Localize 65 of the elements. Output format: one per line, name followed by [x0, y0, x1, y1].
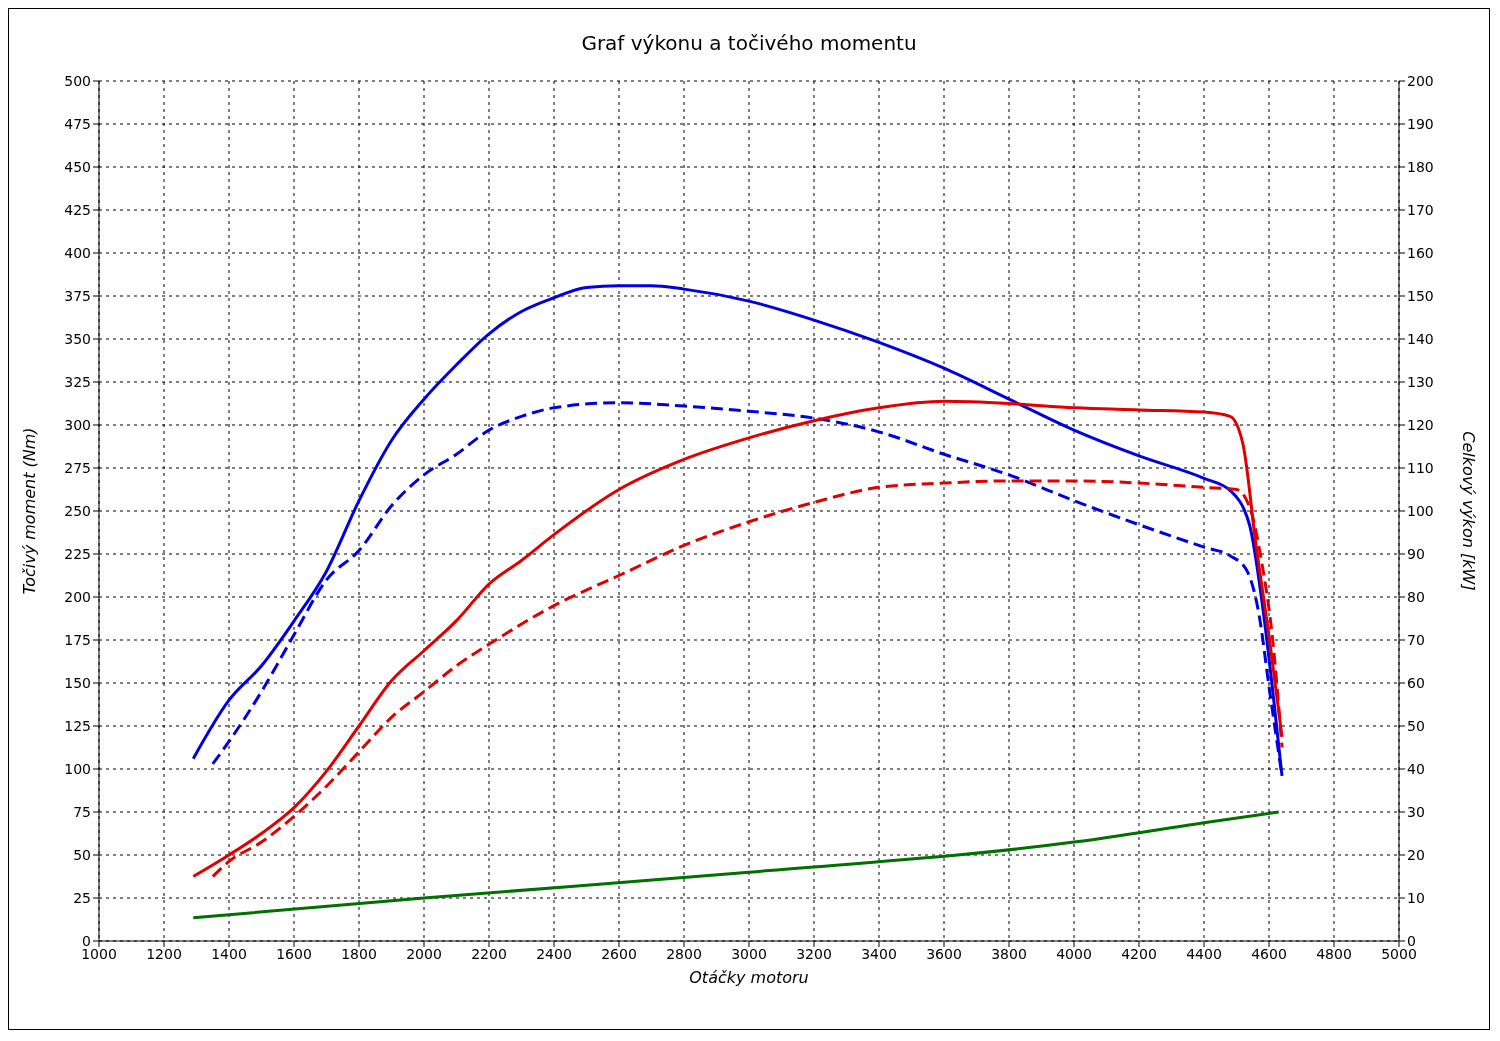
- chart-title: Graf výkonu a točivého momentu: [580, 30, 918, 57]
- x-tick-label: 2800: [666, 945, 702, 962]
- x-tick-label: 1400: [211, 945, 247, 962]
- y-tick-label: 325: [64, 373, 91, 390]
- y2-tick-label: 60: [1407, 674, 1425, 691]
- y2-tick-label: 150: [1407, 287, 1434, 304]
- y-tick-label: 250: [64, 502, 91, 519]
- y2-tick-label: 90: [1407, 545, 1425, 562]
- y2-tick-label: 40: [1407, 760, 1425, 777]
- x-axis-title: Otáčky motoru: [689, 968, 809, 987]
- y-tick-label: 100: [64, 760, 91, 777]
- y-tick-label: 425: [64, 201, 91, 218]
- y2-tick-label: 120: [1407, 416, 1434, 433]
- y-tick-label: 450: [64, 158, 91, 175]
- y-tick-label: 375: [64, 287, 91, 304]
- y2-tick-label: 200: [1407, 72, 1434, 89]
- y-axis-title: Točivý moment (Nm): [19, 427, 39, 595]
- y2-tick-label: 20: [1407, 846, 1425, 863]
- y-tick-label: 200: [64, 588, 91, 605]
- y-tick-label: 25: [73, 889, 91, 906]
- y2-tick-label: 80: [1407, 588, 1425, 605]
- x-tick-label: 4400: [1186, 945, 1222, 962]
- x-tick-label: 2600: [601, 945, 637, 962]
- x-tick-label: 3600: [926, 945, 962, 962]
- y-tick-label: 350: [64, 330, 91, 347]
- x-tick-label: 2400: [536, 945, 572, 962]
- y2-tick-label: 160: [1407, 244, 1434, 261]
- y-tick-label: 50: [73, 846, 91, 863]
- x-tick-label: 2200: [471, 945, 507, 962]
- y2-tick-label: 110: [1407, 459, 1434, 476]
- y2-tick-label: 70: [1407, 631, 1425, 648]
- line-series: [191, 810, 1281, 920]
- y2-tick-label: 170: [1407, 201, 1434, 218]
- x-tick-label: 2000: [406, 945, 442, 962]
- y-tick-label: 500: [64, 72, 91, 89]
- y-tick-label: 150: [64, 674, 91, 691]
- x-tick-label: 4200: [1121, 945, 1157, 962]
- x-tick-label: 3200: [796, 945, 832, 962]
- x-tick-label: 4800: [1316, 945, 1352, 962]
- x-tick-label: 3800: [991, 945, 1027, 962]
- y2-tick-label: 50: [1407, 717, 1425, 734]
- x-tick-label: 1600: [276, 945, 312, 962]
- y-tick-label: 225: [64, 545, 91, 562]
- y-tick-label: 175: [64, 631, 91, 648]
- y-tick-label: 300: [64, 416, 91, 433]
- y-tick-label: 275: [64, 459, 91, 476]
- y2-tick-label: 190: [1407, 115, 1434, 132]
- line-series: [191, 399, 1284, 878]
- y-tick-label: 400: [64, 244, 91, 261]
- y2-tick-label: 30: [1407, 803, 1425, 820]
- y2-tick-label: 180: [1407, 158, 1434, 175]
- y2-tick-label: 100: [1407, 502, 1434, 519]
- x-tick-label: 3400: [861, 945, 897, 962]
- x-tick-label: 1800: [341, 945, 377, 962]
- y-tick-label: 475: [64, 115, 91, 132]
- y2-tick-label: 140: [1407, 330, 1434, 347]
- y2-axis-title: Celkový výkon [kW]: [1459, 431, 1479, 591]
- y-tick-label: 75: [73, 803, 91, 820]
- y2-tick-label: 10: [1407, 889, 1425, 906]
- y2-tick-label: 130: [1407, 373, 1434, 390]
- x-tick-label: 3000: [731, 945, 767, 962]
- x-tick-label: 4000: [1056, 945, 1092, 962]
- x-tick-label: 4600: [1251, 945, 1287, 962]
- y-tick-label: 125: [64, 717, 91, 734]
- x-tick-label: 1200: [146, 945, 182, 962]
